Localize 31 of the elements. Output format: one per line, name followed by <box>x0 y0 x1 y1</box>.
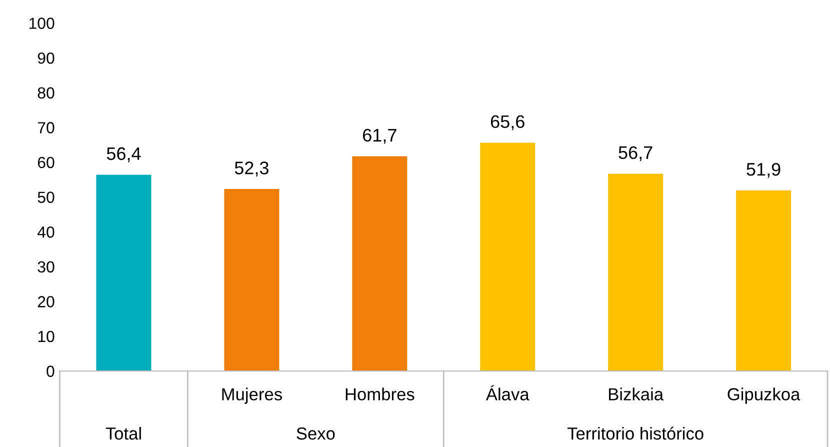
y-tick-label: 70 <box>38 122 54 134</box>
y-tick-label: 30 <box>38 261 54 273</box>
data-label: 51,9 <box>746 162 780 178</box>
data-label: 56,4 <box>106 147 141 162</box>
data-label: 56,7 <box>618 146 652 162</box>
data-label: 52,3 <box>234 162 268 176</box>
data-label: 61,7 <box>363 128 396 144</box>
y-tick-label: 40 <box>38 226 54 238</box>
y-tick-label: 10 <box>38 330 54 342</box>
x-tick-label: Hombres <box>346 388 414 400</box>
y-tick-label: 100 <box>29 18 54 29</box>
x-tick-label: Álava <box>486 385 530 400</box>
y-tick-label: 80 <box>38 87 54 99</box>
data-label: 65,6 <box>490 115 524 130</box>
bar <box>224 189 280 372</box>
bar <box>736 190 792 372</box>
x-tick-label: Mujeres <box>222 388 282 404</box>
bar <box>480 142 536 372</box>
y-tick-label: 60 <box>38 156 54 168</box>
bar <box>352 156 408 372</box>
x-tick-label: Bizkaia <box>609 388 664 400</box>
text: Total <box>106 426 141 440</box>
y-tick-label: 50 <box>38 192 54 203</box>
text: Territorio histórico <box>567 426 704 440</box>
y-tick-label: 0 <box>46 366 54 377</box>
text: Sexo <box>296 427 335 440</box>
x-tick-label: Gipuzkoa <box>728 388 800 404</box>
y-tick-label: 20 <box>38 296 54 308</box>
bar <box>96 174 152 372</box>
bar <box>608 174 664 372</box>
y-tick-label: 90 <box>38 52 54 64</box>
